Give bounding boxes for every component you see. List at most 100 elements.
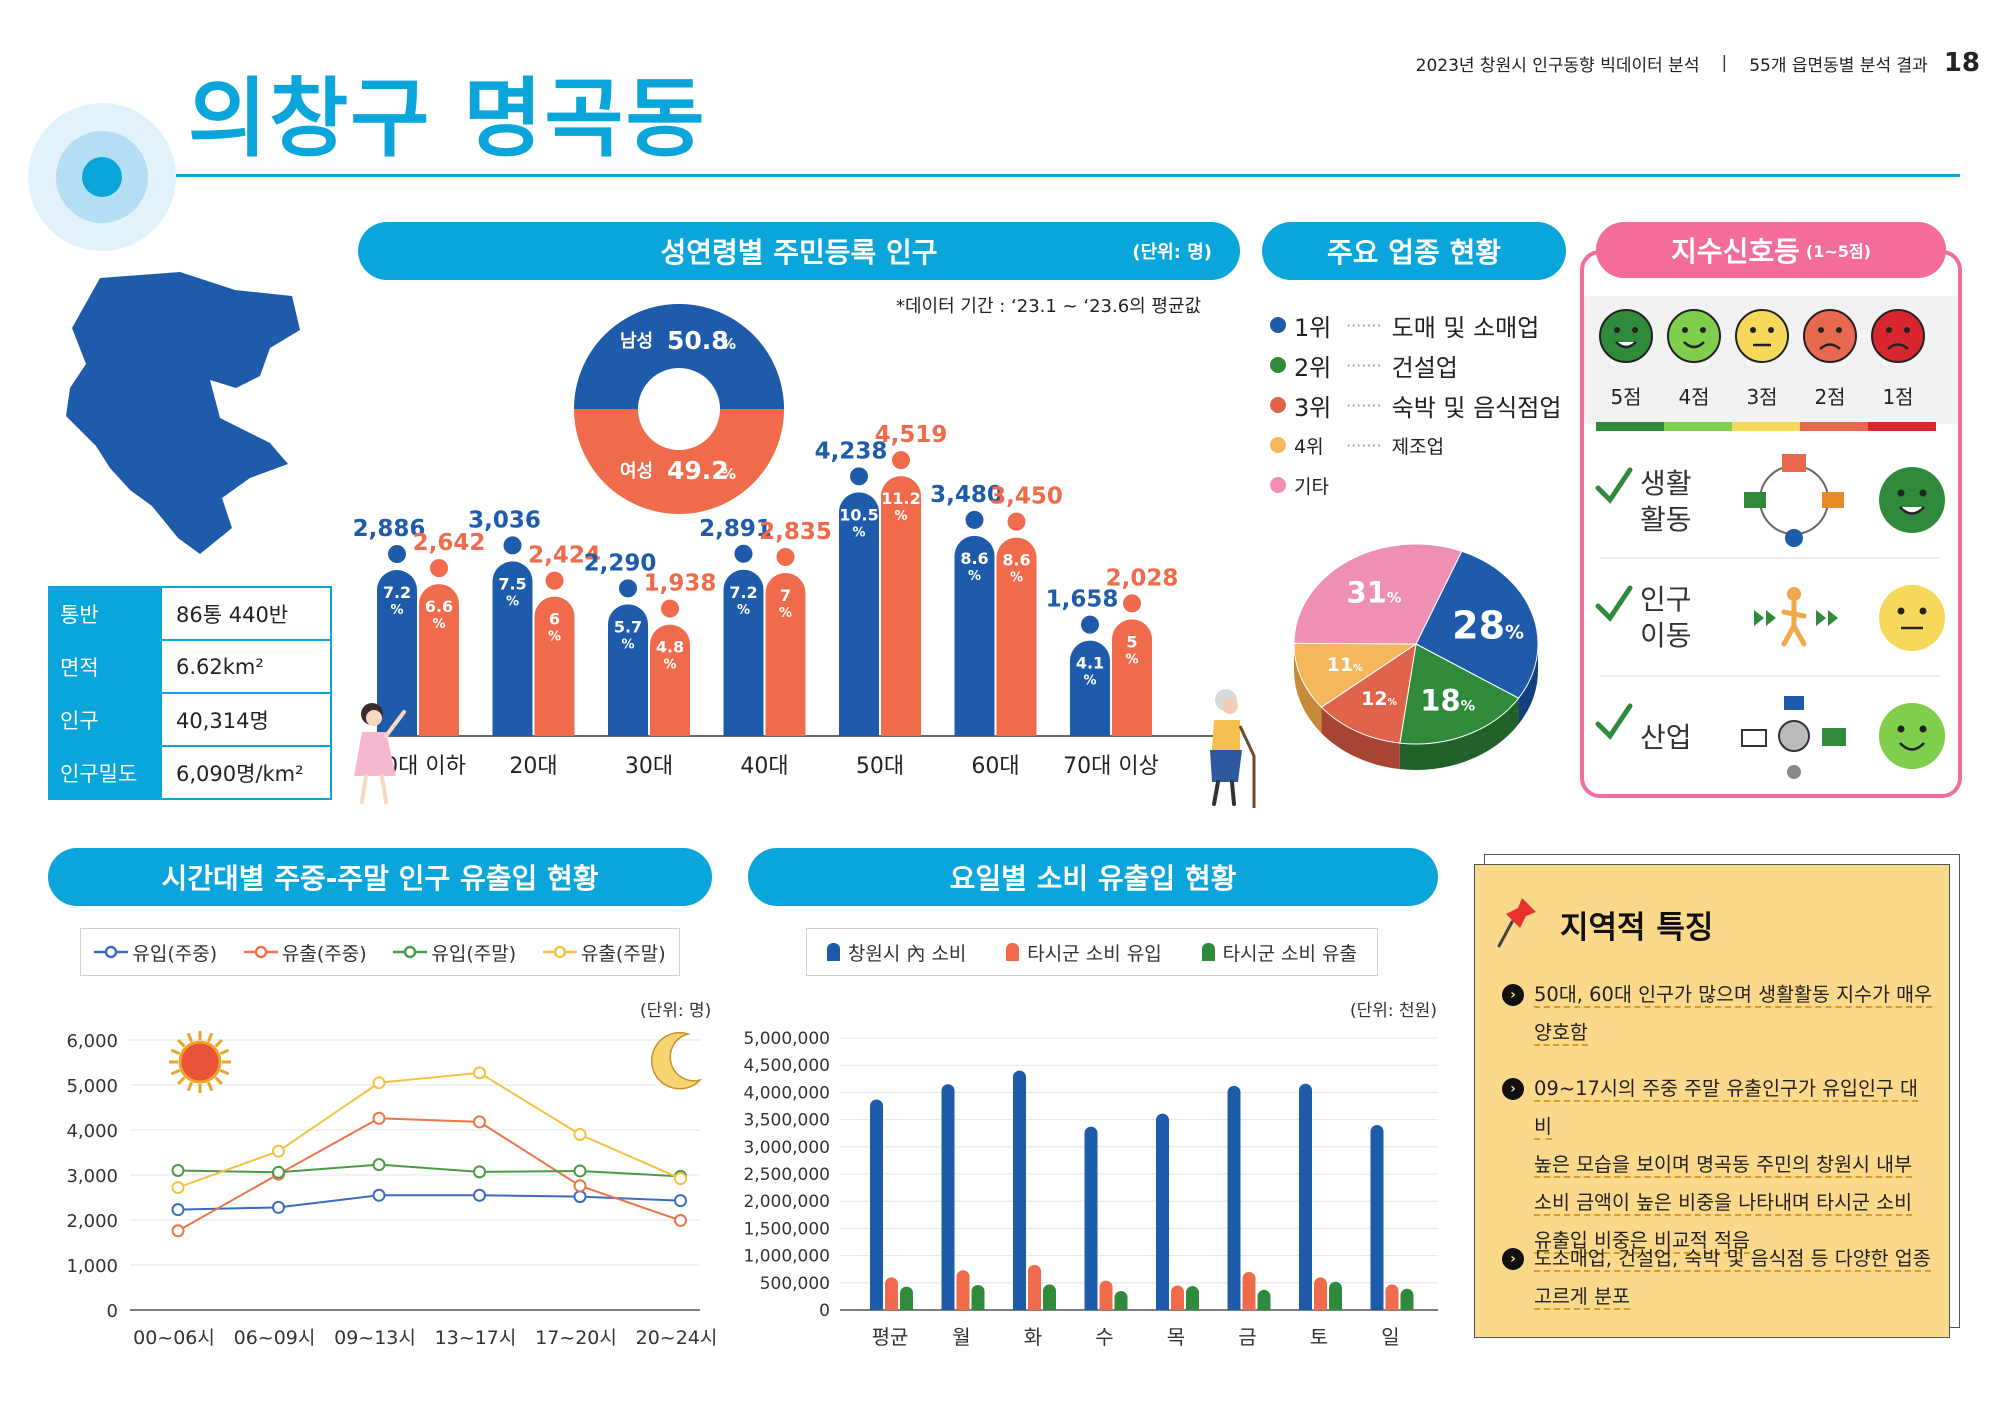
flow-data-point [372,1158,386,1172]
consumption-bar [1099,1280,1113,1310]
consumption-bar [885,1277,898,1310]
consumption-section-title: 요일별 소비 유출입 현황 [949,862,1237,895]
legend-rank: 4위 [1294,435,1324,458]
time-flow-line-chart: 6,000 5,000 4,000 3,000 2,000 1,000 0 00~06시 06~… [66,1031,718,1349]
flow-ytick-label: 6,000 [66,1031,118,1052]
legend-name: 숙박 및 음식점업 [1391,393,1562,422]
score-face-icon [1879,585,1945,651]
signal-scale-label: 5점 [1610,385,1641,409]
flow-data-point [573,1164,587,1178]
bar-pct-sign: % [506,594,519,609]
flow-data-point [573,1179,587,1193]
consumption-ytick-label: 1,000,000 [743,1247,830,1267]
flow-legend-label: 유출(주말) [580,942,666,965]
bar-value-label: 2,424 [528,543,601,569]
consumption-bar [870,1099,883,1310]
male-bar [954,508,995,736]
signal-scale-bar [1800,422,1868,431]
pie-slice-side [1294,644,1322,734]
bar-pct-label: 11.2 [881,489,920,508]
flow-ytick-label: 2,000 [66,1211,118,1232]
flow-section-header: 시간대별 주중-주말 인구 유출입 현황 [48,848,712,906]
consumption-bar [1242,1271,1256,1310]
page-number: 18 [1943,48,1980,78]
feature-item: 09~17시의 주중 주말 유출인구가 유입인구 대비 높은 모습을 보이며 명곡… [1534,1070,1934,1260]
stats-row: 인구밀도 6,090명/km² [48,745,332,800]
signal-item-label: 인구 [1640,583,1692,616]
signal-items [1595,454,1945,779]
flow-data-point [573,1128,587,1141]
signal-face-icon [1735,309,1789,363]
feature-item: 도소매업, 건설업, 숙박 및 음식점 등 다양한 업종 고르게 분포 [1534,1240,1934,1316]
bar-pct-label: 5 [1126,632,1137,651]
consumption-bar [1385,1284,1399,1310]
legend-swatch [1006,943,1020,961]
flow-data-point [372,1076,386,1090]
consumption-xtick-label: 화 [1024,1325,1042,1349]
consumption-ytick-label: 4,000,000 [743,1083,830,1103]
bar-pct-label: 10.5 [839,505,878,524]
flow-data-point [272,1200,285,1214]
bar-pct-label: 5.7 [614,617,642,636]
consumption-ytick-label: 2,500,000 [743,1165,830,1185]
signal-scale-bar [1596,422,1664,431]
consumption-ytick-label: 500,000 [760,1274,830,1294]
signal-item-label: 이동 [1640,619,1692,652]
check-icon [1595,703,1633,740]
male-bar [1070,613,1110,736]
consumption-bar [1186,1286,1199,1310]
svg-text:31%: 31% [1346,576,1401,610]
feature-item-line: 유출입 비중은 비교적 적음 [1534,1229,1750,1254]
report-subtitle: 55개 읍면동별 분석 결과 [1749,55,1928,76]
consumption-bar [1114,1290,1128,1310]
bar-value-label: 4,519 [875,422,948,448]
age-category-label: 70대 이상 [1063,754,1159,779]
flow-ytick-label: 3,000 [66,1166,118,1187]
female-bar [534,569,575,736]
flow-ytick-label: 4,000 [66,1121,118,1142]
legend-dot [1270,357,1286,373]
feature-item: 50대, 60대 인구가 많으며 생활활동 지수가 매우 양호함 [1534,976,1934,1052]
consumption-bar [900,1286,913,1310]
flow-data-point [573,1190,587,1204]
flow-data-point [674,1213,687,1227]
stats-row: 면적 6.62km² [48,639,332,694]
score-face-icon [1879,467,1945,533]
bar-value-label: 2,642 [413,530,486,556]
flow-xtick-label: 20~24시 [636,1327,718,1349]
legend-dots: ······· [1346,395,1382,415]
population-data-note: *데이터 기간 : ‘23.1 ~ ‘23.6의 평균값 [896,296,1202,317]
bar-pct-label: 4.8 [656,638,684,657]
bar-pct-label: 8.6 [960,549,988,568]
legend-dot [1270,397,1286,413]
stats-key: 면적 [48,639,162,694]
title-circle-decoration [28,103,176,251]
male-bar [492,534,533,736]
signal-section-header: 지수신호등 (1~5점) [1596,222,1946,278]
daily-life-icon [1744,454,1844,547]
bar-pct-sign: % [621,637,634,652]
consumption-ytick-label: 3,000,000 [743,1138,830,1158]
bar-value-label: 2,290 [584,550,657,576]
stats-row: 인구 40,314명 [48,692,332,747]
female-pct-sign: % [721,465,736,483]
signal-scale-bar [1664,422,1732,431]
consumption-section-header: 요일별 소비 유출입 현황 [748,848,1438,906]
stats-row: 통반 86통 440반 [48,586,332,641]
flow-legend-label: 유입(주중) [132,942,218,965]
signal-item-industry: 산업 [1640,720,1692,756]
chevron-right-icon: › [1502,1248,1524,1270]
consumption-bar [941,1084,955,1310]
pushpin-icon [1497,898,1536,948]
flow-data-point [272,1144,285,1158]
signal-face-icon [1803,309,1857,363]
consumption-bar [956,1270,970,1310]
consumption-ytick-label: 3,500,000 [743,1111,830,1131]
bar-value-label: 3,450 [990,484,1063,510]
feature-item-line: 소비 금액이 높은 비중을 나타내며 타시군 소비 [1534,1191,1913,1216]
flow-xtick-label: 17~20시 [535,1327,617,1349]
check-icon [1595,585,1633,622]
signal-face-icon [1599,309,1653,363]
population-section-header: 성연령별 주민등록 인구 (단위: 명) [358,222,1240,280]
